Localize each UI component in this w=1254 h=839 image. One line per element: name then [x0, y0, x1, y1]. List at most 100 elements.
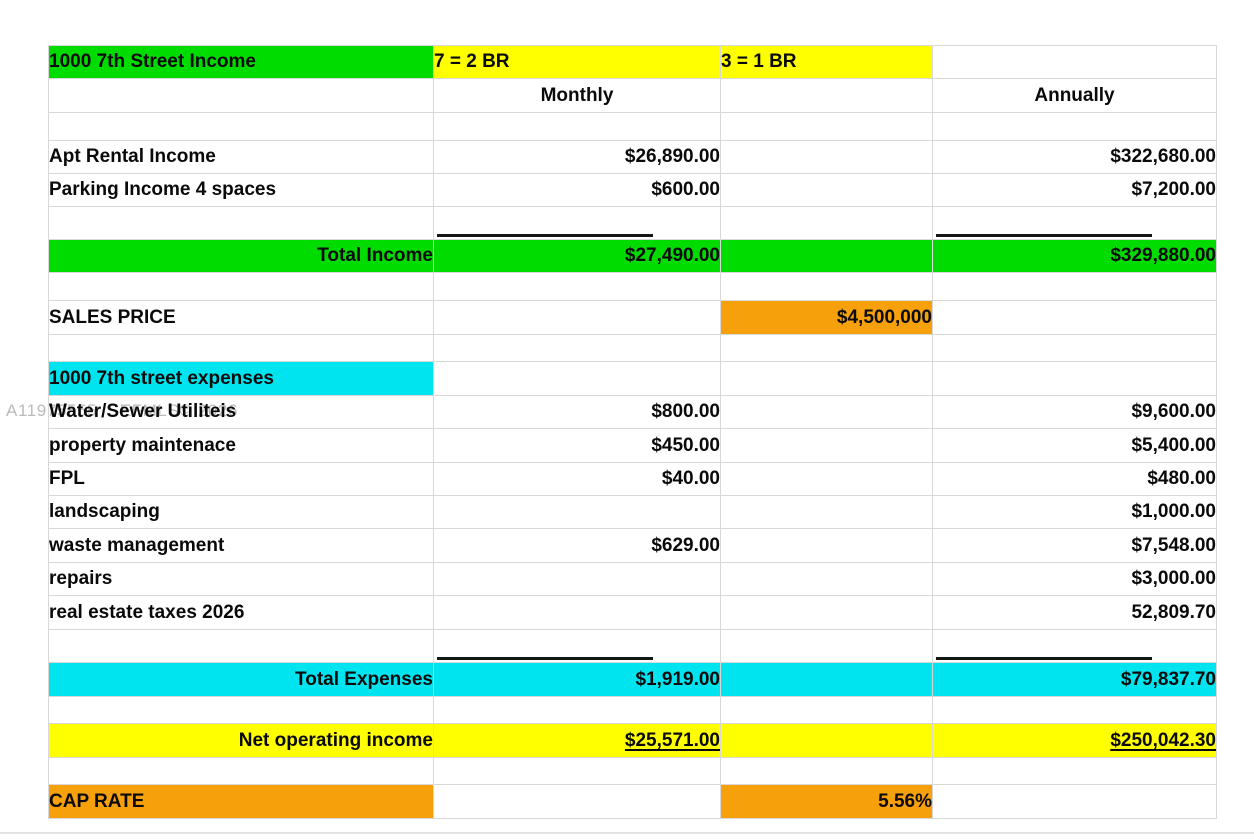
cell-C15 [720, 495, 933, 529]
noi-annually: $250,042.30 [932, 723, 1217, 758]
table-row [48, 112, 1217, 141]
cell-C16 [720, 528, 933, 563]
table-row: 1000 7th Street Income 7 = 2 BR 3 = 1 BR [48, 45, 1217, 79]
cell-C12 [720, 395, 933, 429]
expense-taxes-annually: 52,809.70 [932, 595, 1217, 630]
cell-D21 [932, 696, 1217, 724]
cell-B21 [433, 696, 721, 724]
total-income-monthly: $27,490.00 [433, 239, 721, 273]
table-row: landscaping $1,000.00 [48, 495, 1217, 529]
sum-rule [437, 657, 653, 660]
expense-waste-annually: $7,548.00 [932, 528, 1217, 563]
expense-maintenance-annually: $5,400.00 [932, 428, 1217, 463]
total-expenses-label: Total Expenses [48, 662, 434, 697]
unit-note-2br: 7 = 2 BR [433, 45, 721, 79]
cell-A8 [48, 272, 434, 301]
noi-label: Net operating income [48, 723, 434, 758]
cell-A2 [48, 78, 434, 113]
cell-A21 [48, 696, 434, 724]
cell-C6 [720, 206, 933, 240]
cell-A19 [48, 629, 434, 663]
expense-maintenance-label: property maintenace [48, 428, 434, 463]
cell-D24 [932, 784, 1217, 819]
cell-D8 [932, 272, 1217, 301]
cell-D19 [932, 629, 1217, 663]
table-row: Apt Rental Income $26,890.00 $322,680.00 [48, 140, 1217, 174]
table-row: waste management $629.00 $7,548.00 [48, 528, 1217, 563]
expense-repairs-label: repairs [48, 562, 434, 596]
cell-A10 [48, 334, 434, 362]
cell-D11 [932, 361, 1217, 396]
cell-C11 [720, 361, 933, 396]
cell-C23 [720, 757, 933, 785]
table-row: Total Income $27,490.00 $329,880.00 [48, 239, 1217, 273]
table-row: real estate taxes 2026 52,809.70 [48, 595, 1217, 630]
cell-D9 [932, 300, 1217, 335]
cell-B6 [433, 206, 721, 240]
expenses-title: 1000 7th street expenses [48, 361, 434, 396]
cell-B24 [433, 784, 721, 819]
cell-B10 [433, 334, 721, 362]
expense-water-label: Water/Sewer Utiliteis [48, 395, 434, 429]
cell-D23 [932, 757, 1217, 785]
expense-fpl-monthly: $40.00 [433, 462, 721, 496]
cap-rate-label: CAP RATE [48, 784, 434, 819]
table-row: Net operating income $25,571.00 $250,042.3… [48, 723, 1217, 758]
expense-fpl-label: FPL [48, 462, 434, 496]
parking-monthly: $600.00 [433, 173, 721, 207]
expense-landscaping-annually: $1,000.00 [932, 495, 1217, 529]
cell-B15 [433, 495, 721, 529]
total-income-annually: $329,880.00 [932, 239, 1217, 273]
table-row [48, 272, 1217, 301]
table-row: SALES PRICE $4,500,000 [48, 300, 1217, 335]
cell-C13 [720, 428, 933, 463]
parking-label: Parking Income 4 spaces [48, 173, 434, 207]
table-row: property maintenace $450.00 $5,400.00 [48, 428, 1217, 463]
table-row: repairs $3,000.00 [48, 562, 1217, 596]
cell-B18 [433, 595, 721, 630]
cell-B17 [433, 562, 721, 596]
table-row: FPL $40.00 $480.00 [48, 462, 1217, 496]
cell-C2 [720, 78, 933, 113]
expense-taxes-label: real estate taxes 2026 [48, 595, 434, 630]
table-row: CAP RATE 5.56% [48, 784, 1217, 819]
sales-price-value: $4,500,000 [720, 300, 933, 335]
expense-landscaping-label: landscaping [48, 495, 434, 529]
bottom-edge-line [0, 832, 1254, 834]
apt-rental-monthly: $26,890.00 [433, 140, 721, 174]
cell-C14 [720, 462, 933, 496]
cell-C4 [720, 140, 933, 174]
apt-rental-label: Apt Rental Income [48, 140, 434, 174]
cell-C21 [720, 696, 933, 724]
table-row [48, 206, 1217, 240]
cell-D3 [932, 112, 1217, 141]
cap-rate-value: 5.56% [720, 784, 933, 819]
expense-waste-monthly: $629.00 [433, 528, 721, 563]
table-row [48, 629, 1217, 663]
cell-A3 [48, 112, 434, 141]
sum-rule [936, 657, 1152, 660]
cell-C5 [720, 173, 933, 207]
cell-D10 [932, 334, 1217, 362]
cell-C18 [720, 595, 933, 630]
income-table: 1000 7th Street Income 7 = 2 BR 3 = 1 BR Mo… [48, 45, 1217, 819]
cell-B8 [433, 272, 721, 301]
cell-C7 [720, 239, 933, 273]
cell-C3 [720, 112, 933, 141]
expense-maintenance-monthly: $450.00 [433, 428, 721, 463]
cell-C20 [720, 662, 933, 697]
total-expenses-monthly: $1,919.00 [433, 662, 721, 697]
sum-rule [936, 234, 1152, 237]
table-row: Parking Income 4 spaces $600.00 $7,200.00 [48, 173, 1217, 207]
cell-A6 [48, 206, 434, 240]
cell-C17 [720, 562, 933, 596]
table-row [48, 757, 1217, 785]
table-row: Monthly Annually [48, 78, 1217, 113]
cell-B23 [433, 757, 721, 785]
cell-C8 [720, 272, 933, 301]
apt-rental-annually: $322,680.00 [932, 140, 1217, 174]
unit-note-1br: 3 = 1 BR [720, 45, 933, 79]
cell-C22 [720, 723, 933, 758]
sales-price-label: SALES PRICE [48, 300, 434, 335]
expense-repairs-annually: $3,000.00 [932, 562, 1217, 596]
